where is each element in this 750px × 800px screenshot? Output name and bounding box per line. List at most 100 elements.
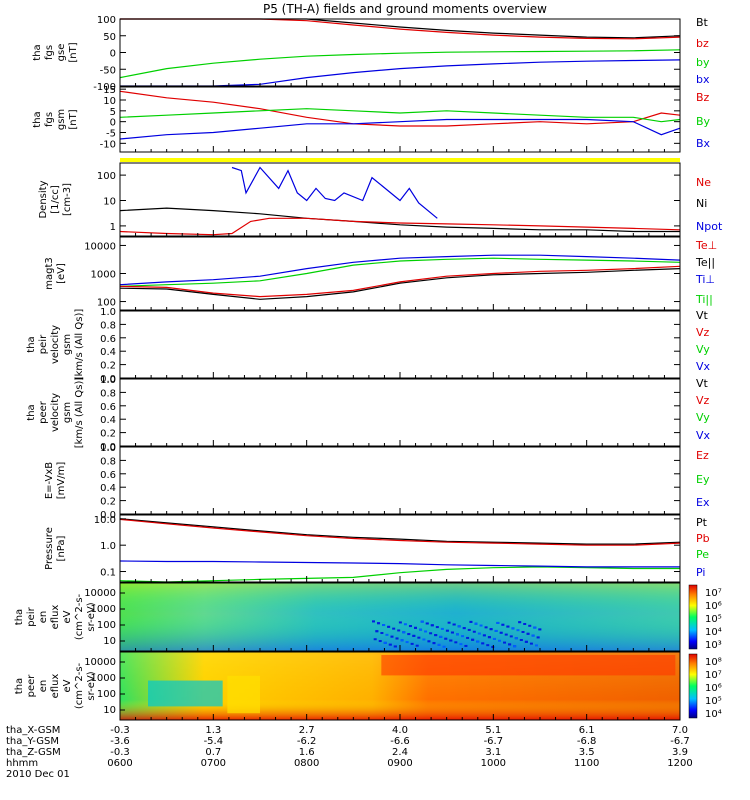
spectrogram-speckle (506, 625, 510, 628)
y-tick-label: 1.0 (100, 307, 116, 318)
spectrogram-speckle (534, 644, 538, 647)
spectrogram-speckle (375, 630, 379, 633)
panel-peir_velocity: 1.0 0.8 0.6 0.4 0.2 0.0 Vt Vz Vy Vx tha peir velocit… (26, 307, 711, 385)
colorbar-tick-label: 10⁸ (705, 657, 722, 668)
spectrogram-speckle (461, 635, 465, 638)
panel-fgs_gse: 100 50 0 -50 -100 Bt bz by bx tha fgs gse [nT] (32, 15, 710, 93)
legend-Te||: Te|| (695, 256, 715, 269)
spectrogram-speckle (427, 640, 431, 643)
y-tick-label: 10 (103, 197, 116, 208)
spectrogram-feature (148, 680, 223, 707)
series-line-By (119, 108, 681, 123)
legend-Ne: Ne (696, 176, 711, 189)
series-line-Te|| (119, 268, 681, 300)
spectrogram-speckle (477, 632, 481, 635)
y-tick-label: 0.6 (100, 402, 116, 413)
y-axis-label: [km/s (All Qs)] (74, 309, 85, 381)
legend-Vy: Vy (696, 343, 710, 356)
spectrogram-speckle (487, 636, 491, 639)
y-axis-label: (cm^2-s- (74, 593, 85, 640)
legend-Npot: Npot (696, 220, 723, 233)
x-axis-value: 3.5 (579, 747, 595, 758)
y-tick-label: 0.2 (100, 361, 116, 372)
y-tick-label: 10 (103, 636, 116, 647)
x-axis-value: -3.6 (110, 736, 130, 747)
y-axis-label: [nT] (68, 42, 79, 62)
y-tick-label: 10000 (84, 657, 116, 668)
spectrogram-speckle (380, 632, 384, 635)
x-axis-value: -6.7 (670, 736, 690, 747)
y-tick-label: 0.0 (100, 510, 116, 521)
legend-Bt: Bt (696, 16, 709, 29)
spectrogram-speckle (492, 637, 496, 640)
spectrogram-speckle (425, 622, 429, 625)
spectrogram-speckle (494, 629, 498, 632)
spectrogram-speckle (385, 633, 389, 636)
series-line-Ti⊥ (119, 254, 681, 286)
panel-peer_eflux: 10⁸ 10⁷ 10⁶ 10⁵ 10⁴ 10000 1000 100 10 tha peer en ef… (14, 651, 722, 721)
y-tick-label: 1000 (91, 604, 116, 615)
y-tick-label: 0.6 (100, 334, 116, 345)
legend-bz: bz (696, 37, 709, 50)
colorbar-tick-label: 10⁵ (705, 614, 722, 625)
spectrogram-speckle (383, 641, 387, 644)
spectrogram-speckle (462, 627, 466, 630)
y-axis-label: peir (26, 606, 37, 626)
colorbar-tick-label: 10⁷ (705, 588, 722, 599)
y-axis-label: tha (26, 404, 37, 420)
spectrogram-speckle (499, 631, 503, 634)
spectrogram-speckle (444, 637, 448, 640)
y-axis-label: Pressure (44, 527, 55, 570)
spectrogram-speckle (459, 643, 463, 646)
spectrogram-speckle (432, 642, 436, 645)
y-axis-label: en (38, 611, 49, 624)
spectrogram-speckle (395, 637, 399, 640)
legend-By: By (696, 115, 711, 128)
legend-Vy: Vy (696, 411, 710, 424)
y-tick-label: 0.4 (100, 483, 116, 494)
spectrogram-speckle (464, 644, 468, 647)
y-axis-label: eflux (50, 605, 61, 630)
spectrogram-speckle (503, 641, 507, 644)
y-tick-label: 0.6 (100, 470, 116, 481)
spectrogram-speckle (415, 644, 419, 647)
spectrogram-speckle (387, 625, 391, 628)
legend-Pt: Pt (696, 516, 708, 529)
spectrogram-speckle (397, 629, 401, 632)
y-tick-label: 0.0 (100, 374, 116, 385)
y-tick-label: 100 (97, 298, 116, 309)
colorbar (688, 653, 698, 719)
spectrogram-speckle (400, 639, 404, 642)
spectrogram-speckle (489, 628, 493, 631)
legend-Vx: Vx (696, 429, 711, 442)
legend-Vz: Vz (696, 394, 710, 407)
spectrogram-speckle (377, 622, 381, 625)
y-tick-label: 1000 (91, 673, 116, 684)
y-axis-label: fgs (44, 45, 55, 60)
spectrogram-speckle (456, 633, 459, 636)
y-tick-label: 10 (103, 705, 116, 716)
panel-efield: 1.0 0.8 0.6 0.4 0.2 0.0 Ez Ey Ex E=-VxB [mV/m] (44, 443, 710, 521)
spectrogram-speckle (486, 644, 490, 647)
y-axis-label: eV (62, 679, 73, 692)
y-tick-label: 0 (110, 118, 116, 129)
y-tick-label: 15 (103, 85, 116, 96)
colorbar-tick-label: 10⁷ (705, 670, 722, 681)
spectrogram-speckle (516, 629, 520, 632)
legend-Vt: Vt (696, 377, 709, 390)
spectrogram-speckle (388, 643, 392, 646)
y-axis-label: velocity (50, 393, 61, 432)
series-line-Ni (119, 207, 680, 233)
spectrogram-speckle (434, 634, 438, 637)
spectrogram-speckle (422, 638, 426, 641)
legend-Pe: Pe (696, 548, 709, 561)
panel-temperature: 10000 1000 100 Te⊥ Te|| Ti⊥ Ti|| magt3 [eV] (44, 236, 717, 311)
colorbar-tick-label: 10⁶ (705, 683, 722, 694)
spectrogram-speckle (496, 621, 500, 624)
y-axis-label: tha (32, 44, 43, 60)
spectrogram-speckle (471, 638, 475, 641)
y-tick-label: 1.0 (100, 541, 116, 552)
x-axis-value: 0900 (387, 758, 412, 769)
